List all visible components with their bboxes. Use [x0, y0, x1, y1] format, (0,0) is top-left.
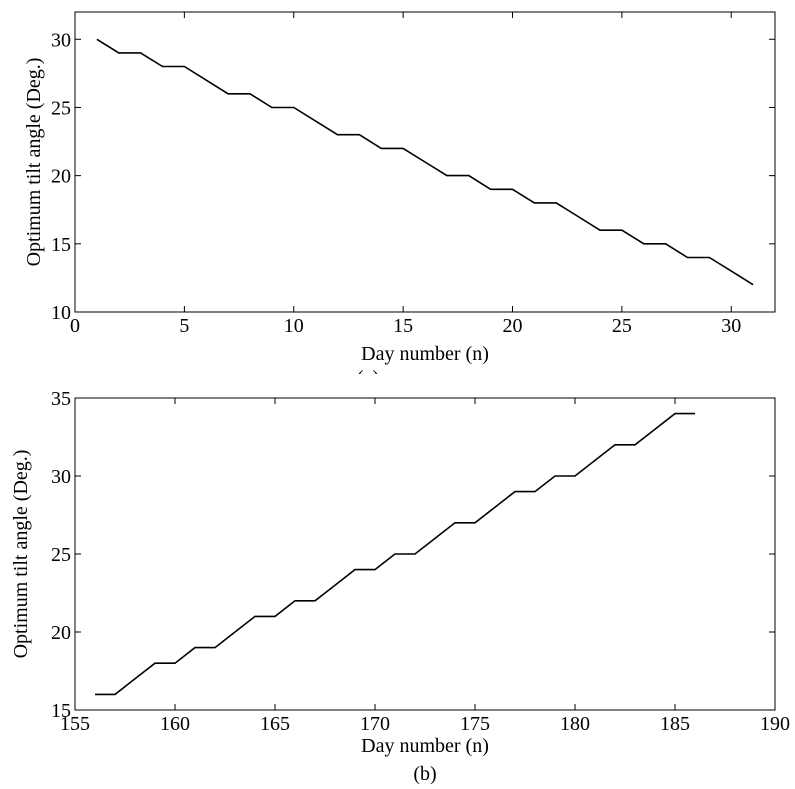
x-tick-label: 20 [503, 315, 523, 337]
x-tick-label: 0 [70, 315, 80, 337]
x-tick-label: 165 [260, 713, 290, 735]
x-tick-label: 190 [760, 713, 790, 735]
chart-b: 155 160 165 170 175 180 185 190 15 20 25 30 35 Day n… [10, 388, 790, 785]
plot-frame [74, 11, 776, 313]
x-tick-label: 185 [660, 713, 690, 735]
plot-frame [74, 397, 776, 711]
x-tick-label: 155 [60, 713, 90, 735]
y-tick-label: 30 [51, 466, 71, 488]
x-axis-label: Day number (n) [361, 735, 489, 757]
y-tick-label: 20 [51, 622, 71, 644]
y-tick-label: 35 [51, 388, 71, 410]
x-tick-label: 160 [160, 713, 190, 735]
x-tick-label: 175 [460, 713, 490, 735]
tick-labels: 155 160 165 170 175 180 185 190 15 20 25 30 35 [51, 388, 790, 735]
y-axis-label: Optimum tilt angle (Deg.) [23, 58, 45, 267]
series-line [95, 412, 695, 696]
y-tick-label: 25 [51, 97, 71, 119]
y-tick-label: 15 [51, 700, 71, 722]
tick-marks [74, 397, 776, 711]
chart-a: 0 5 10 15 20 25 30 10 15 20 25 30 Day number (n) Op… [23, 11, 776, 389]
y-tick-label: 30 [51, 29, 71, 51]
y-tick-label: 25 [51, 544, 71, 566]
tick-labels: 0 5 10 15 20 25 30 10 15 20 25 30 [51, 29, 741, 337]
x-tick-label: 25 [612, 315, 632, 337]
x-tick-label: 170 [360, 713, 390, 735]
chart-caption: (b) [413, 763, 436, 785]
tick-marks [74, 12, 775, 313]
x-tick-label: 15 [393, 315, 413, 337]
y-tick-label: 15 [51, 234, 71, 256]
y-tick-label: 10 [51, 302, 71, 324]
x-tick-label: 30 [721, 315, 741, 337]
y-axis-label: Optimum tilt angle (Deg.) [10, 450, 32, 659]
x-tick-label: 180 [560, 713, 590, 735]
x-axis-label: Day number (n) [361, 343, 489, 365]
panel-separator [0, 374, 795, 396]
series-line [96, 38, 754, 286]
x-tick-label: 10 [284, 315, 304, 337]
x-tick-label: 5 [179, 315, 189, 337]
y-tick-label: 20 [51, 166, 71, 188]
